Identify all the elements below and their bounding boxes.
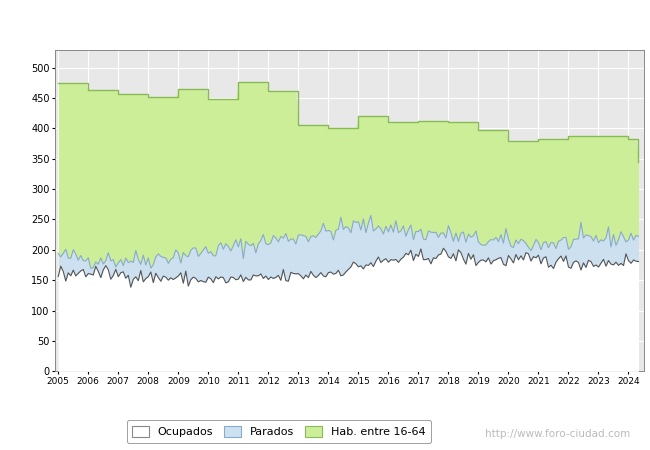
Legend: Ocupados, Parados, Hab. entre 16-64: Ocupados, Parados, Hab. entre 16-64 <box>127 420 431 443</box>
Text: http://www.foro-ciudad.com: http://www.foro-ciudad.com <box>486 429 630 439</box>
Text: Caudete de las Fuentes - Evolucion de la poblacion en edad de Trabajar Mayo de 2: Caudete de las Fuentes - Evolucion de la… <box>70 17 580 30</box>
